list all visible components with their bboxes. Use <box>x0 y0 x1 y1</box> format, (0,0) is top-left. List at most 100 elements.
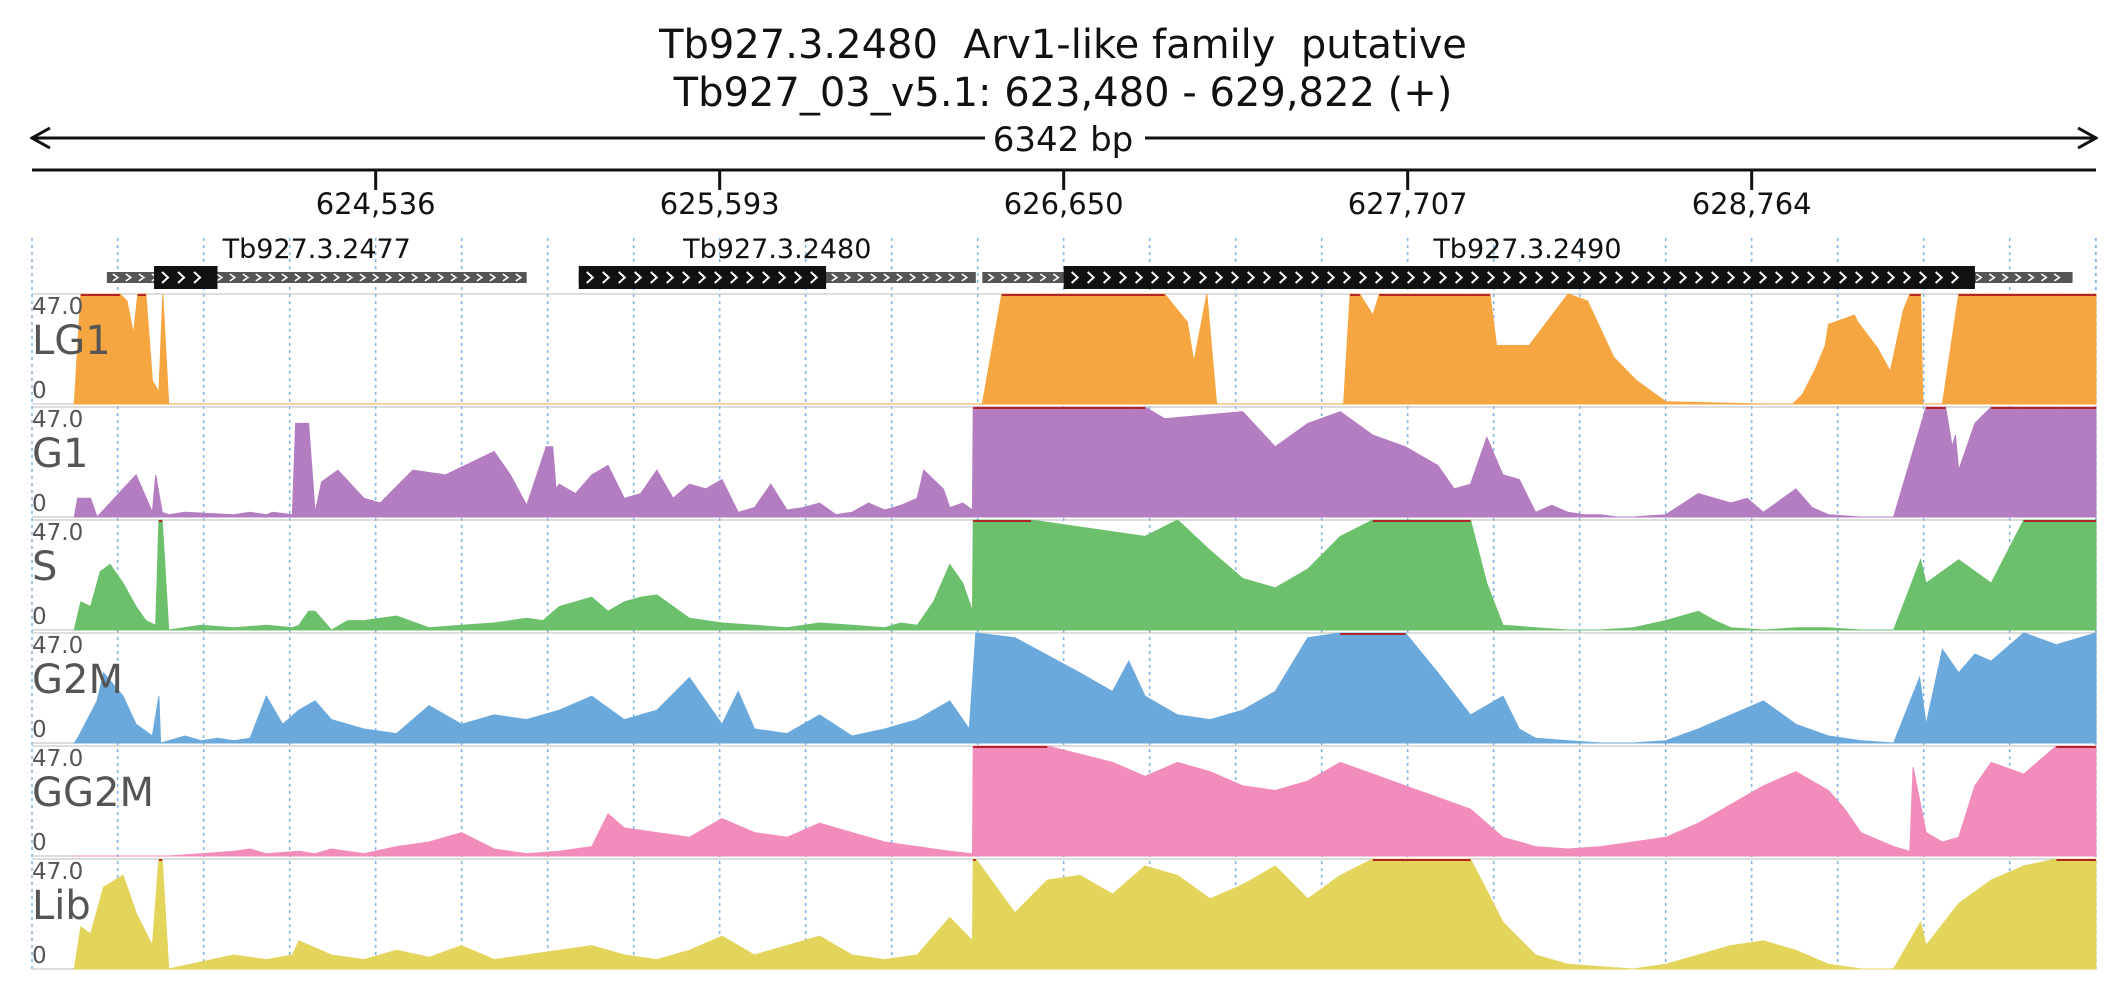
cds-arrow-13 <box>1278 271 1288 284</box>
coverage-area-Lib <box>73 858 2097 970</box>
cds-arrow-39 <box>1694 271 1704 284</box>
cds-arrow-7 <box>1182 271 1192 284</box>
track-S: 47.0 0 S <box>32 519 2097 631</box>
utr-arrow-26 <box>450 273 458 282</box>
span-label: 6342 bp <box>993 120 1134 160</box>
cds-arrow-28 <box>1518 271 1528 284</box>
utr-arrow-31 <box>515 273 523 282</box>
cds-arrow-47 <box>1822 271 1832 284</box>
gene-utr-bar <box>106 272 527 283</box>
cds-arrow-0 <box>1070 271 1080 284</box>
cds-arrow-30 <box>1550 271 1560 284</box>
utr-arrow-80 <box>2027 273 2035 282</box>
utr-arrow-21 <box>857 273 865 282</box>
cds-arrow-49 <box>1854 271 1864 284</box>
cds-arrow-2 <box>618 271 627 284</box>
cds-arrow-42 <box>1742 271 1752 284</box>
track-name-G2M: G2M <box>32 657 123 703</box>
cds-arrow-27 <box>1502 271 1512 284</box>
track-name-LG1: LG1 <box>32 318 111 364</box>
utr-arrow-11 <box>255 273 263 282</box>
cds-arrow-40 <box>1710 271 1720 284</box>
x-tick-label-1: 625,593 <box>660 187 780 221</box>
utr-arrow-0 <box>112 273 120 282</box>
y-max-label: 47.0 <box>32 520 83 546</box>
cds-arrow-41 <box>1726 271 1736 284</box>
utr-arrow-23 <box>883 273 891 282</box>
cds-arrow-25 <box>1470 271 1480 284</box>
cds-arrow-8 <box>1198 271 1208 284</box>
utr-arrow-3 <box>1026 273 1034 282</box>
cds-arrow-17 <box>1342 271 1352 284</box>
utr-arrow-5 <box>1052 273 1060 282</box>
gene-cds-block <box>578 266 827 289</box>
utr-arrow-19 <box>831 273 839 282</box>
y-min-label: 0 <box>32 491 47 517</box>
x-tick-label-4: 628,764 <box>1692 187 1812 221</box>
cds-arrow-9 <box>730 271 739 284</box>
cds-arrow-12 <box>778 271 787 284</box>
cds-arrow-4 <box>1134 271 1144 284</box>
track-G2M: 47.0 0 G2M <box>32 632 2097 744</box>
cds-arrow-24 <box>1454 271 1464 284</box>
utr-arrow-27 <box>935 273 943 282</box>
y-min-label: 0 <box>32 604 47 630</box>
cds-arrow-1 <box>602 271 611 284</box>
cds-arrow-52 <box>1902 271 1912 284</box>
cds-arrow-35 <box>1630 271 1640 284</box>
cds-arrow-18 <box>1358 271 1368 284</box>
cds-arrow-1 <box>1086 271 1096 284</box>
coverage-area-S <box>73 519 2097 631</box>
utr-arrow-9 <box>229 273 237 282</box>
utr-arrow-13 <box>281 273 289 282</box>
cds-arrow-32 <box>1582 271 1592 284</box>
utr-arrow-20 <box>372 273 380 282</box>
cds-arrow-5 <box>1150 271 1160 284</box>
gene-Tb927.3.2477: Tb927.3.2477 <box>106 234 527 289</box>
cds-arrow-14 <box>810 271 819 284</box>
utr-arrow-22 <box>870 273 878 282</box>
y-max-label: 47.0 <box>32 859 83 885</box>
cds-arrow-22 <box>1422 271 1432 284</box>
cds-arrow-3 <box>634 271 643 284</box>
gene-cds-block <box>154 266 218 289</box>
cds-arrow-3 <box>1118 271 1128 284</box>
utr-arrow-2 <box>1013 273 1021 282</box>
coverage-area-G2M <box>73 632 2097 744</box>
utr-arrow-29 <box>489 273 497 282</box>
utr-arrow-8 <box>216 273 224 282</box>
gene-models: Tb927.3.2477 Tb927.3.2480 Tb927.3.2490 <box>106 234 2073 289</box>
utr-arrow-12 <box>268 273 276 282</box>
gene-label: Tb927.3.2480 <box>682 234 871 265</box>
utr-arrow-20 <box>844 273 852 282</box>
utr-arrow-79 <box>2014 273 2022 282</box>
cds-arrow-55 <box>1950 271 1960 284</box>
cds-arrow-16 <box>1326 271 1336 284</box>
y-max-label: 47.0 <box>32 294 83 320</box>
cds-arrow-11 <box>762 271 771 284</box>
cds-arrow-26 <box>1486 271 1496 284</box>
cds-arrow-2 <box>193 271 202 284</box>
utr-arrow-30 <box>502 273 510 282</box>
cds-arrow-31 <box>1566 271 1576 284</box>
utr-arrow-16 <box>320 273 328 282</box>
utr-arrow-29 <box>961 273 969 282</box>
cds-arrow-34 <box>1614 271 1624 284</box>
utr-arrow-23 <box>411 273 419 282</box>
cds-arrow-48 <box>1838 271 1848 284</box>
utr-arrow-1 <box>1000 273 1008 282</box>
cds-arrow-2 <box>1102 271 1112 284</box>
cds-arrow-1 <box>177 271 186 284</box>
cds-arrow-10 <box>746 271 755 284</box>
cds-arrow-43 <box>1758 271 1768 284</box>
cds-arrow-36 <box>1646 271 1656 284</box>
utr-arrow-14 <box>294 273 302 282</box>
utr-arrow-28 <box>476 273 484 282</box>
cds-arrow-6 <box>682 271 691 284</box>
cds-arrow-38 <box>1678 271 1688 284</box>
cds-arrow-6 <box>1166 271 1176 284</box>
cds-arrow-15 <box>1310 271 1320 284</box>
x-tick-label-0: 624,536 <box>316 187 436 221</box>
cds-arrow-21 <box>1406 271 1416 284</box>
cds-arrow-9 <box>1214 271 1224 284</box>
